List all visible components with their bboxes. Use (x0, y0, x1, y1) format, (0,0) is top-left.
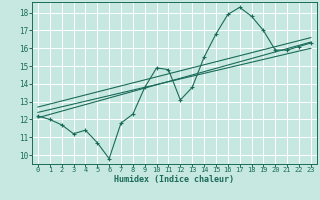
X-axis label: Humidex (Indice chaleur): Humidex (Indice chaleur) (115, 175, 234, 184)
